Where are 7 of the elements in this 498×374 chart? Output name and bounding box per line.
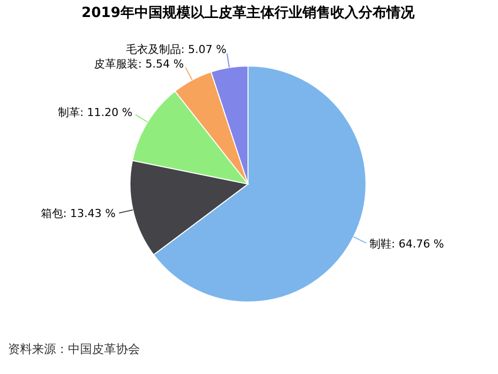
text: 资料来源：中国皮革协会 — [0, 341, 140, 358]
slice-label: 制鞋: 64.76 % — [369, 238, 444, 251]
chart-title: 2019年中国规模以上皮革主体行业销售收入分布情况 — [82, 4, 416, 21]
slice-label: 毛衣及制品: 5.07 % — [126, 43, 226, 56]
slice-label: 皮革服装: 5.54 % — [94, 57, 184, 70]
slice-label: 箱包: 13.43 % — [40, 206, 116, 220]
slice-label: 制革: 11.20 % — [58, 106, 132, 119]
